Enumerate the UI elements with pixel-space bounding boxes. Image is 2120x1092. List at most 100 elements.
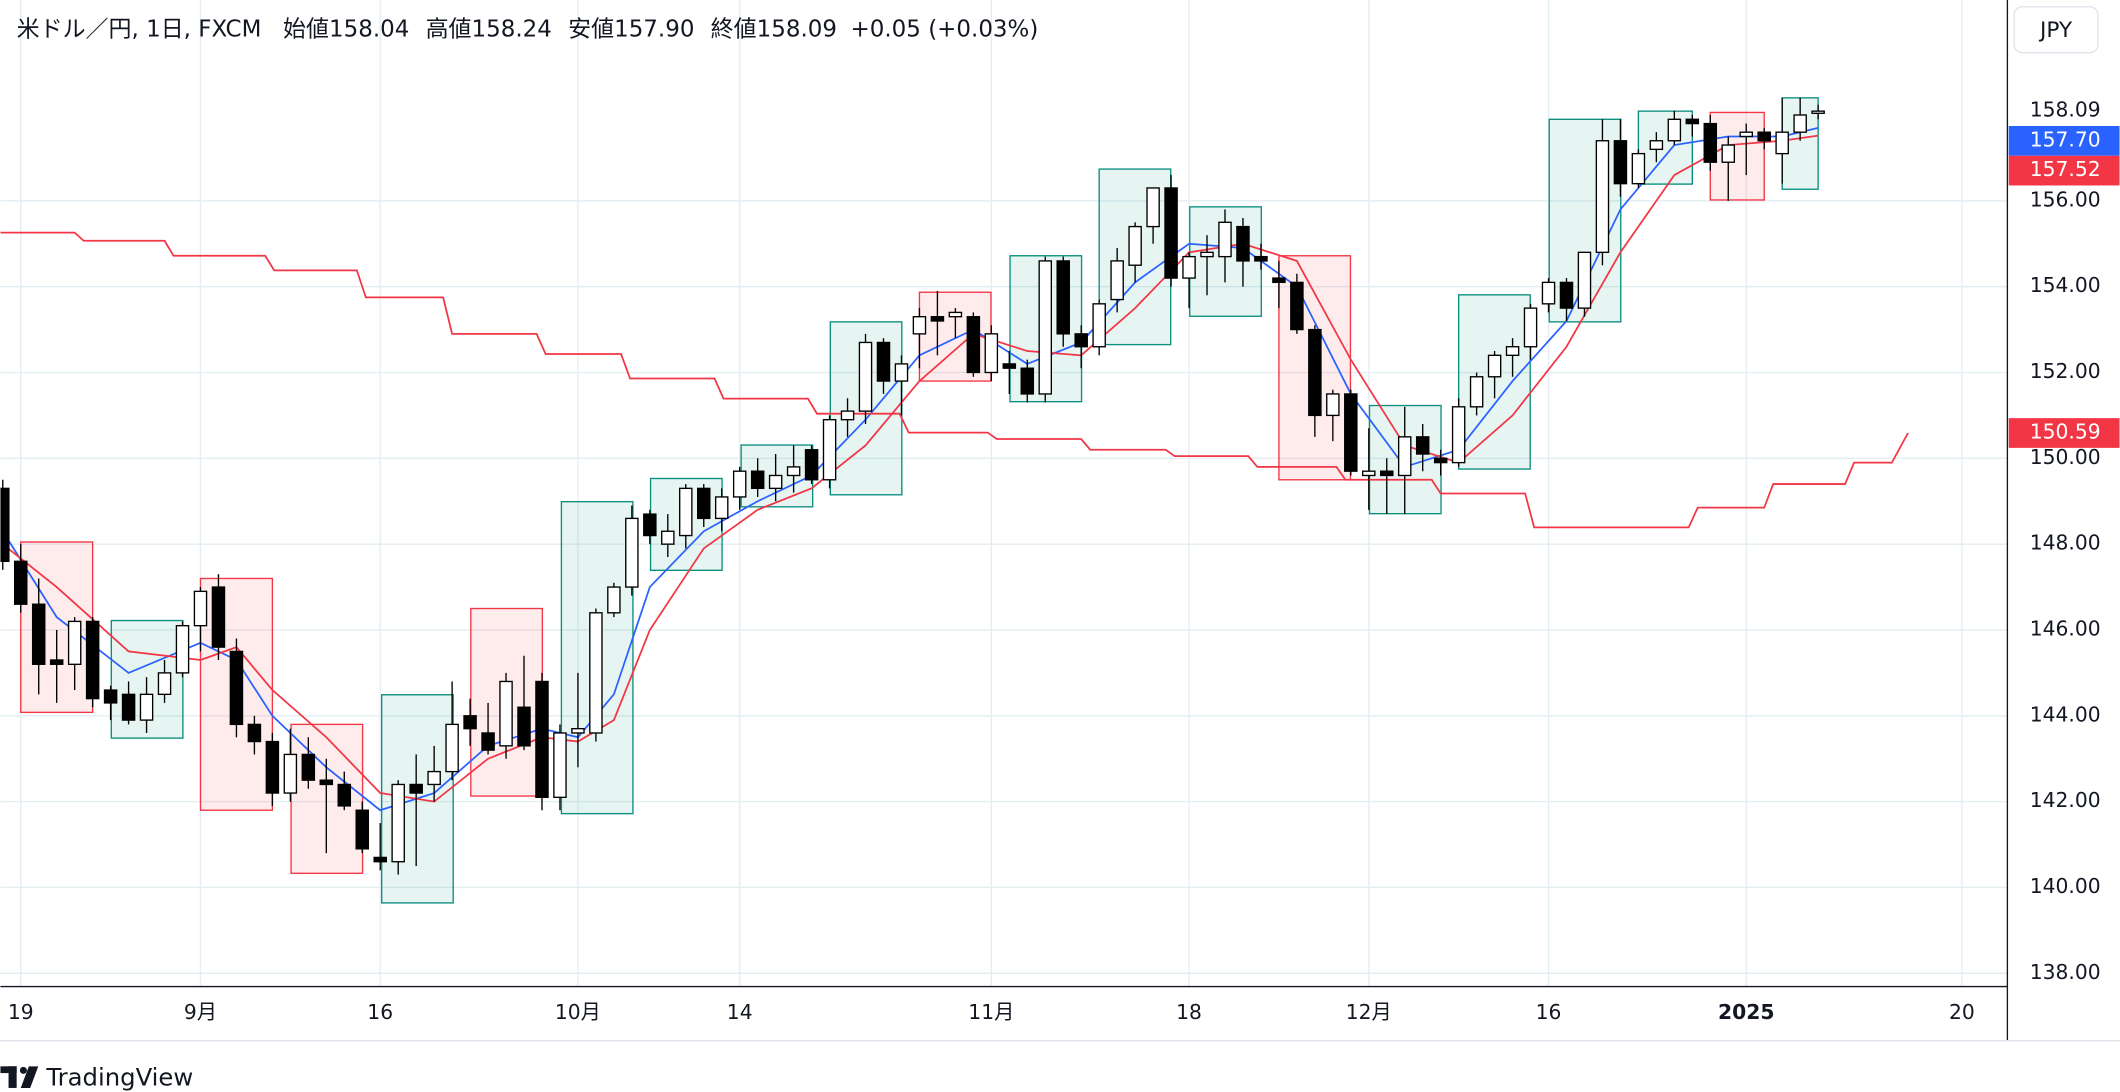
y-tick-label: 146.00 [2030,616,2101,640]
candle-body [13,560,28,605]
candle-body [876,341,891,382]
candle-body [193,590,208,627]
candle-body [1397,436,1412,477]
candle-body [301,753,316,781]
candle-body [463,715,477,730]
candle-body [175,625,190,674]
candle-body [732,470,747,498]
x-tick-label: 2025 [1718,1000,1774,1024]
candle-body [804,449,819,481]
brand: TradingView [45,1062,193,1091]
candle-body [1505,346,1520,357]
candle-body [373,856,387,863]
candle-body [85,620,100,700]
candle-body [1200,251,1214,258]
y-tick-label: 142.00 [2030,788,2101,812]
price-label-bg [2008,418,2120,448]
candle-body [661,530,675,545]
symbol: 米ドル／円, 1日, FXCM [17,16,262,42]
currency-button[interactable] [2013,6,2099,54]
candle-body [1056,260,1070,335]
candle-body [1487,354,1502,378]
candle-body [1793,114,1807,133]
price-label-bg [2008,126,2120,156]
candle-body [499,680,513,747]
candle-body [786,466,801,477]
y-tick-label: 152.00 [2030,359,2101,383]
ohlc-label: 安値 [568,16,614,42]
candle-body [571,727,585,734]
candle-body [31,603,46,665]
candle-body [445,723,459,773]
candle-body [481,732,495,751]
y-tick-label: 138.00 [2030,960,2101,984]
candle-body [157,672,172,696]
price-label: 150.59 [2030,419,2101,443]
candle-body [966,316,981,374]
x-tick-label: 9月 [184,1000,217,1024]
candle-body [553,732,567,799]
candle-body [1631,152,1646,185]
candle-body [1146,187,1160,228]
x-tick-label: 10月 [555,1000,601,1024]
price-label-bg [2008,96,2120,127]
x-tick-label: 18 [1176,1000,1202,1024]
range-box [1709,111,1765,201]
ohlc-label: 始値 [283,16,329,42]
candle-body [894,363,909,382]
x-tick-label: 19 [8,1000,34,1024]
candle-body [750,470,765,490]
candle-body [1092,303,1106,348]
candle-body [391,783,405,863]
candle-body [1344,393,1358,472]
candle-body [1577,251,1592,309]
candle-body [1757,131,1771,142]
candle-body [1811,110,1825,114]
price-label: 157.70 [2030,127,2101,151]
candle-body [840,410,855,421]
range-box [1637,110,1693,185]
candle-body [355,809,370,850]
price-label: 157.52 [2030,157,2101,181]
candle-body [822,419,837,481]
candle-body [1182,255,1196,279]
candle-body [1469,376,1484,408]
candle-body [1038,260,1053,395]
candle-body [1685,118,1700,125]
candle-body [121,693,136,721]
candle-body [1595,140,1610,254]
candle-body [409,783,423,794]
candle-body [696,487,711,520]
candle-body [1433,457,1448,464]
candle-body [912,316,927,335]
header: 米ドル／円, 1日, FXCM 始値158.04 高値158.24 安値157.90 終… [17,16,1039,42]
y-tick-label: 156.00 [2030,187,2101,211]
candle-body [679,487,693,537]
candle-body [1667,118,1682,142]
candle-body [1326,393,1340,417]
currency[interactable]: JPY [2038,18,2073,43]
ohlc-label: 高値 [426,16,472,42]
x-tick-label: 11月 [968,1000,1014,1024]
candle-body [1308,328,1322,417]
candle-body [589,612,603,734]
price-label: 158.09 [2030,98,2101,122]
candle-body [625,517,639,588]
candle-body [283,753,298,794]
ohlc-value: 158.24 [472,16,552,42]
y-tick-label: 140.00 [2030,874,2101,898]
candle-body [984,333,999,374]
candle-body [1703,122,1718,163]
candle-body [1613,140,1628,185]
candle-body [1002,363,1017,369]
x-tick-label: 16 [367,1000,393,1024]
price-label-bg [2008,155,2120,186]
candle-body [1020,367,1035,395]
candle-body [211,586,226,648]
candle-body [1272,277,1286,284]
candle-body [1649,140,1664,151]
candle-body [1721,144,1736,163]
candle-body [858,341,873,412]
